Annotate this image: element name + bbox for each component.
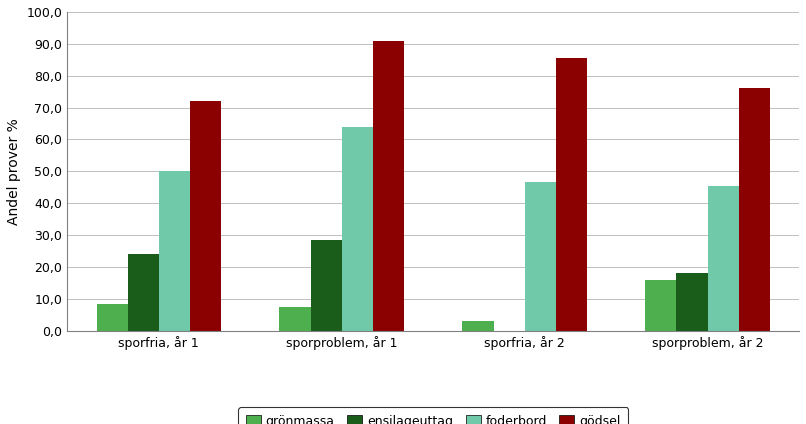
Y-axis label: Andel prover %: Andel prover % bbox=[7, 118, 21, 225]
Bar bbox=[342, 127, 372, 331]
Bar bbox=[127, 254, 159, 331]
Bar bbox=[525, 182, 555, 331]
Bar bbox=[310, 240, 342, 331]
Bar bbox=[555, 58, 587, 331]
Bar bbox=[463, 321, 493, 331]
Bar bbox=[676, 273, 708, 331]
Bar bbox=[738, 89, 770, 331]
Bar bbox=[646, 280, 676, 331]
Bar bbox=[280, 307, 310, 331]
Bar bbox=[159, 171, 190, 331]
Bar bbox=[708, 186, 738, 331]
Bar bbox=[190, 101, 221, 331]
Bar bbox=[372, 41, 404, 331]
Bar bbox=[97, 304, 127, 331]
Legend: grönmassa, ensilageuttag, foderbord, gödsel: grönmassa, ensilageuttag, foderbord, göd… bbox=[238, 407, 628, 424]
